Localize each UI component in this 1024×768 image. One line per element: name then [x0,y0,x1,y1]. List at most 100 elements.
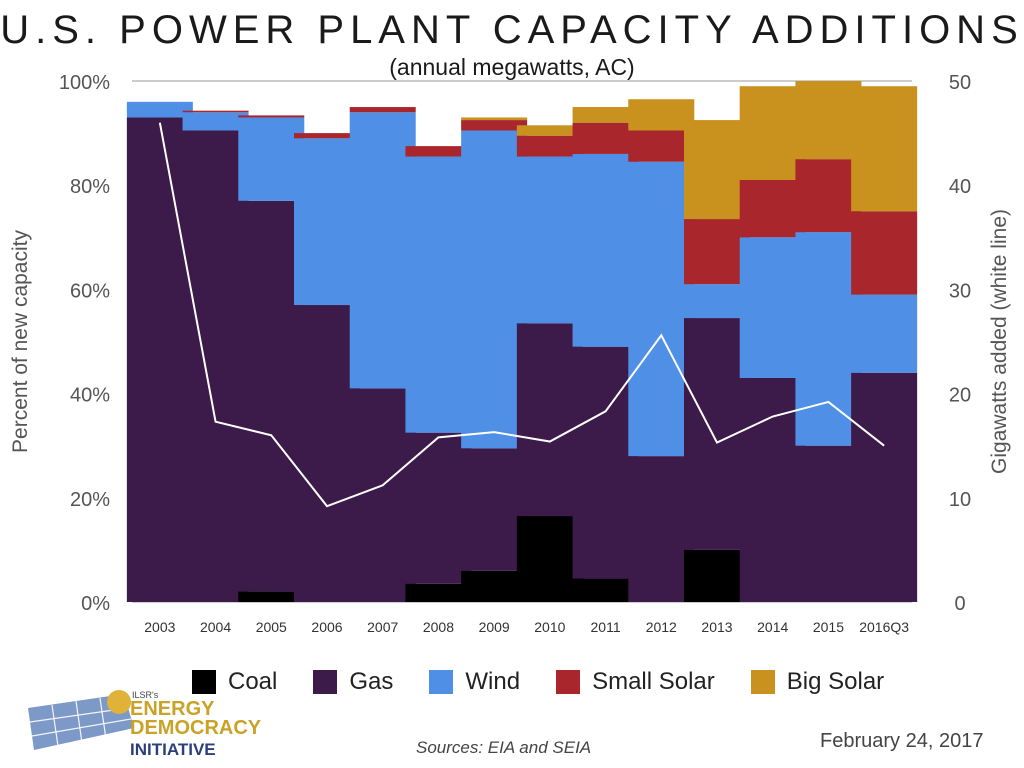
legend-item: Gas [313,668,393,696]
y2-tick-label: 50 [949,72,971,94]
y2-tick-label: 40 [949,176,971,198]
y-tick-label: 60% [70,280,110,302]
bar-gas [238,200,305,592]
bar-small-solar [851,211,918,295]
bar-wind [461,130,528,449]
date-label: February 24, 2017 [820,730,984,752]
legend-item: Wind [429,668,520,696]
y2-tick-label: 30 [949,280,971,302]
bar-wind [739,237,806,378]
bar-coal [572,578,639,602]
legend-swatch [429,670,454,694]
chart-subtitle: (annual megawatts, AC) [389,54,635,80]
legend-label: Wind [465,668,521,695]
y2-axis-label: Gigawatts added (white line) [988,209,1011,474]
y2-tick-label: 20 [949,385,971,407]
legend-label: Gas [349,668,394,695]
bar-small-solar [349,107,416,113]
bar-gas [349,388,416,602]
bar-gas [572,346,639,579]
x-tick-label: 2009 [479,619,510,635]
bar-small-solar [405,146,472,157]
bar-big-solar [684,120,750,220]
legend-item: Big Solar [750,668,884,696]
bar-small-solar [684,219,750,285]
logo-line-energy: ENERGY [130,698,215,720]
x-tick-label: 2008 [423,619,454,635]
bar-wind [294,138,360,306]
bar-coal [405,583,472,602]
bar-gas [795,445,862,602]
bar-gas [516,323,583,517]
x-tick-label: 2003 [144,619,175,635]
bar-small-solar [628,130,695,162]
bar-gas [405,432,472,584]
bar-small-solar [461,120,528,131]
x-tick-label: 2013 [701,619,732,635]
bar-coal [461,570,528,602]
bar-small-solar [516,135,583,157]
legend-label: Small Solar [592,668,715,695]
x-tick-label: 2006 [311,619,342,635]
y2-tick-label: 10 [949,489,971,511]
bar-big-solar [516,125,583,136]
x-tick-label: 2011 [591,619,621,635]
bar-wind [405,156,472,433]
bar-small-solar [238,115,305,118]
bar-big-solar [628,99,695,131]
bar-gas [461,448,528,571]
bar-big-solar [572,107,639,123]
bar-wind [628,161,695,457]
gigawatts-line [158,122,885,508]
bar-wind [516,156,583,324]
bar-wind [795,232,862,446]
legend-swatch [313,670,338,694]
bar-coal [238,591,305,602]
legend-item: Small Solar [556,668,715,696]
bar-gas [628,456,695,602]
bar-gas [684,318,750,550]
x-tick-label: 2016Q3 [859,619,909,635]
y-tick-label: 20% [70,489,110,511]
bar-small-solar [795,159,862,233]
y-tick-label: 100% [59,72,110,94]
legend-swatch [556,670,581,694]
x-tick-label: 2007 [367,619,398,635]
bar-wind [126,101,193,118]
x-tick-label: 2012 [646,619,677,635]
bar-gas [851,372,918,602]
bar-wind [349,112,416,389]
bar-big-solar [739,86,806,180]
bar-small-solar [182,110,249,113]
legend-label: Coal [228,668,278,695]
x-tick-label: 2005 [256,619,287,635]
bar-small-solar [572,122,639,154]
bar-wind [572,153,639,347]
logo-line-initiative: INITIATIVE [130,740,216,759]
bar-small-solar [739,179,806,238]
x-tick-label: 2014 [757,619,788,635]
x-tick-label: 2010 [534,619,565,635]
bar-wind [182,112,249,131]
y2-tick-label: 0 [954,593,965,615]
bar-gas [182,130,249,602]
logo-line-democracy: DEMOCRACY [130,717,262,739]
bar-big-solar [795,81,862,160]
chart-title: U.S. POWER PLANT CAPACITY ADDITIONS [0,8,1024,52]
bar-small-solar [294,133,360,139]
x-tick-label: 2004 [200,619,231,635]
y-tick-label: 0% [81,593,110,615]
legend-swatch [192,670,216,694]
bar-gas [739,377,806,602]
solar-panel-logo-icon [28,690,134,750]
sources-note: Sources: EIA and SEIA [416,738,592,757]
y-tick-label: 80% [70,176,110,198]
logo-small-text: ILSR's [132,690,159,700]
bar-gas [294,305,360,602]
bar-wind [851,294,918,373]
legend-item: Coal [192,668,277,696]
bar-wind [684,284,750,319]
logo-title: ENERGY DEMOCRACY [130,698,262,739]
legend: Coal Gas Wind Small Solar Big Solar [192,668,920,696]
bar-coal [516,516,583,602]
